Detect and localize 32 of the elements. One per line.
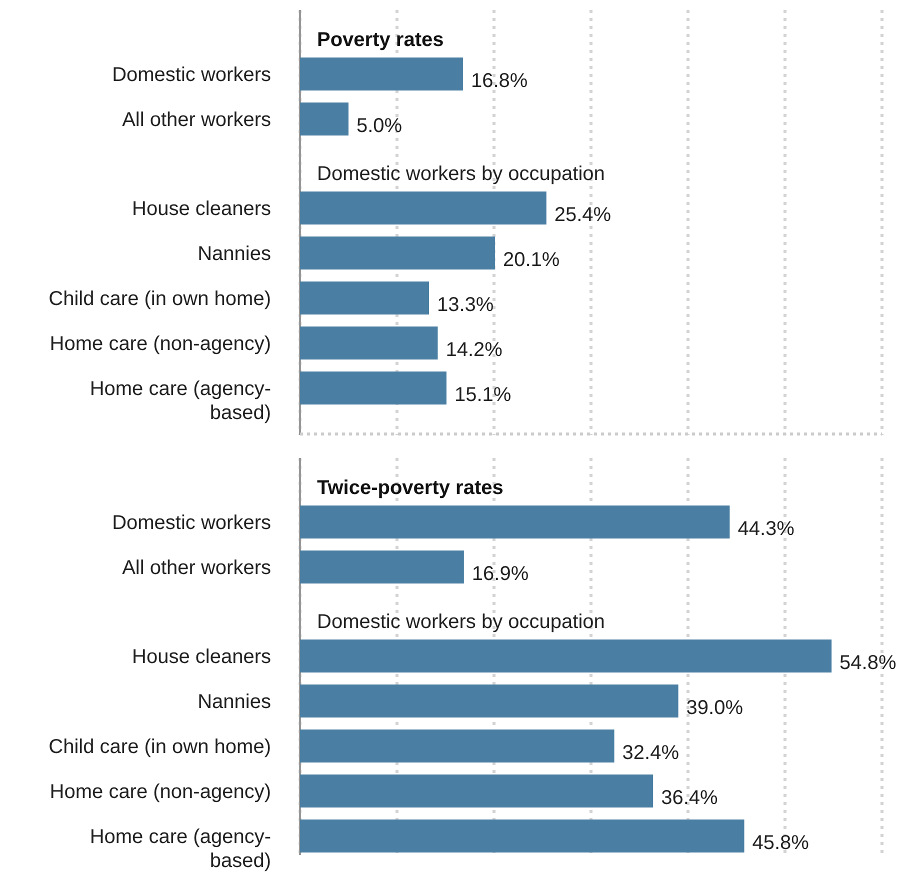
y-tick-label: Home care (non-agency) (50, 333, 271, 355)
text: Poverty rates (317, 29, 444, 51)
data-label: 14.2% (446, 339, 503, 361)
annotation: Domestic workers by occupation (317, 163, 605, 185)
data-label: 44.3% (738, 518, 795, 540)
y-tick-label: Home care (agency-based) (90, 826, 271, 872)
data-label: 39.0% (686, 697, 744, 719)
y-tick-label: Child care (in own home) (48, 736, 271, 758)
y-tick-label: House cleaners (132, 646, 271, 668)
y-tick-label: House cleaners (132, 198, 271, 220)
text: Twice-poverty rates (317, 477, 504, 499)
data-label: 15.1% (454, 384, 512, 406)
data-label: 16.8% (470, 70, 528, 92)
data-label: 32.4% (622, 742, 680, 764)
data-label: 20.1% (502, 249, 560, 271)
y-tick-label: Home care (non-agency) (50, 781, 271, 803)
data-label: 36.4% (661, 787, 718, 809)
data-label: 13.3% (437, 294, 494, 316)
data-label: 25.4% (554, 204, 612, 226)
y-tick-label: Domestic workers (112, 64, 271, 86)
data-label: 45.8% (752, 832, 810, 854)
y-tick-label: Nannies (198, 243, 271, 265)
data-label: 5.0% (356, 115, 402, 137)
data-label: 54.8% (840, 652, 896, 674)
annotation: Domestic workers by occupation (317, 611, 605, 633)
y-tick-label: Home care (agency-based) (90, 378, 271, 424)
y-tick-label: All other workers (122, 557, 271, 579)
data-label: 16.9% (472, 563, 529, 585)
y-tick-label: Child care (in own home) (48, 288, 271, 310)
y-tick-label: All other workers (122, 109, 271, 131)
y-tick-label: Domestic workers (112, 512, 271, 534)
y-tick-label: Nannies (198, 691, 271, 713)
